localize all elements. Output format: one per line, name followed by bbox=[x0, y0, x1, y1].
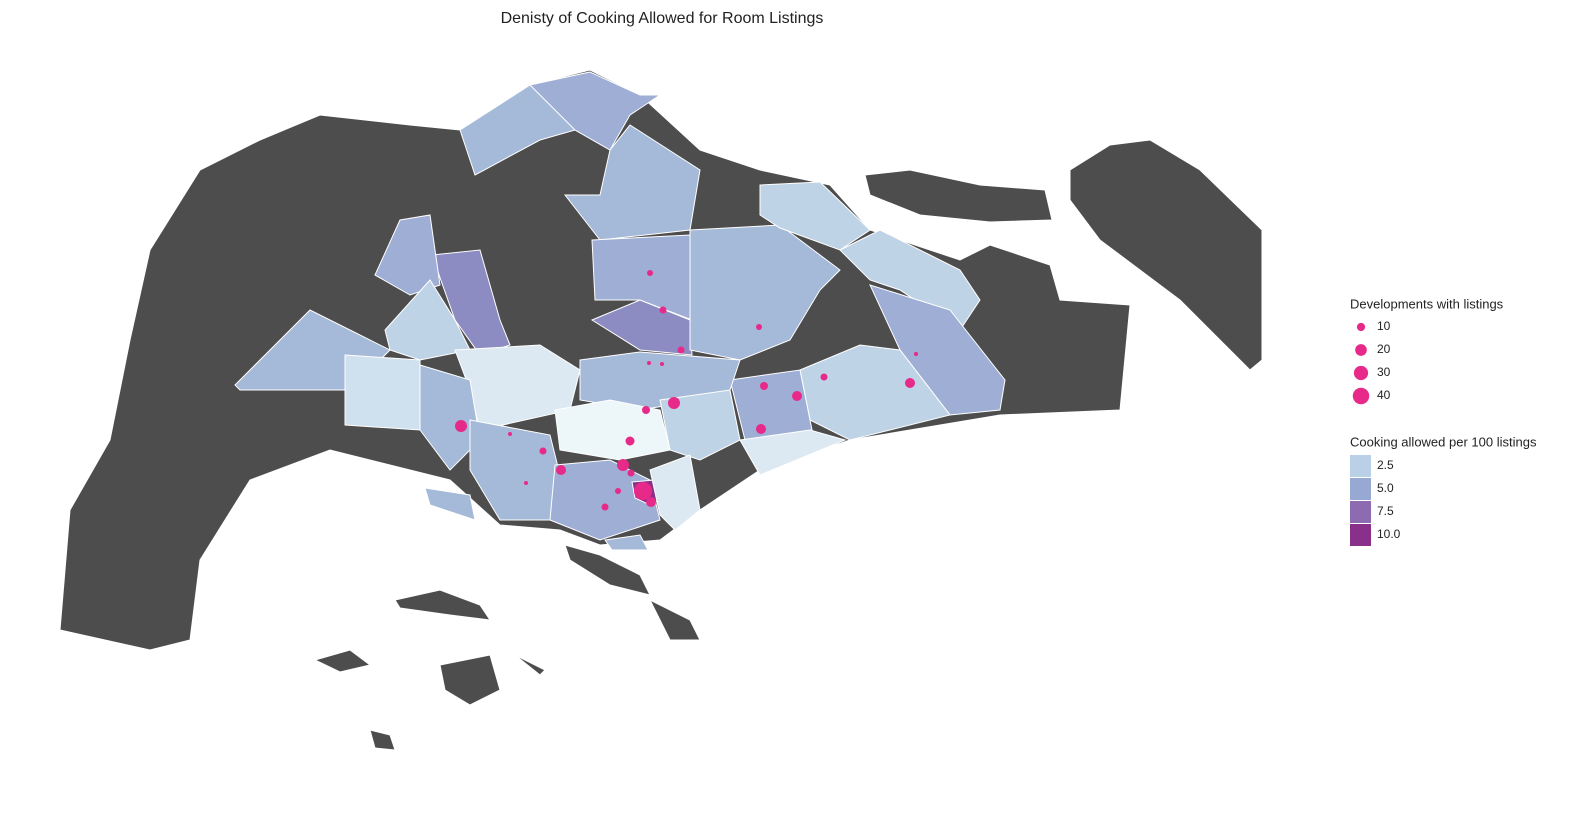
bubble bbox=[914, 352, 918, 356]
bubble bbox=[659, 306, 667, 314]
region bbox=[689, 224, 841, 361]
color-key bbox=[1350, 524, 1371, 546]
island bbox=[1069, 139, 1263, 371]
color-label: 2.5 bbox=[1377, 458, 1394, 472]
region bbox=[554, 399, 671, 461]
bubble bbox=[647, 270, 653, 276]
bubble bbox=[756, 424, 766, 434]
region bbox=[528, 71, 662, 151]
color-key bbox=[1350, 478, 1371, 500]
color-key bbox=[1350, 501, 1371, 523]
region bbox=[739, 429, 847, 476]
bubble bbox=[792, 391, 802, 401]
region bbox=[419, 364, 481, 471]
bubble bbox=[756, 324, 762, 330]
bubble bbox=[668, 397, 680, 409]
color-label: 10.0 bbox=[1377, 527, 1401, 541]
bubble bbox=[627, 469, 635, 477]
bubble bbox=[539, 447, 547, 455]
color-key bbox=[1350, 455, 1371, 477]
bubble bbox=[455, 420, 467, 432]
bubble bbox=[634, 482, 652, 500]
color-legend-title: Cooking allowed per 100 listings bbox=[1350, 434, 1537, 449]
size-key bbox=[1353, 365, 1369, 381]
region bbox=[549, 459, 661, 541]
island bbox=[313, 649, 372, 673]
region bbox=[424, 487, 476, 521]
bubbles bbox=[455, 270, 918, 511]
size-label: 40 bbox=[1377, 388, 1391, 402]
island bbox=[369, 729, 396, 751]
region bbox=[344, 354, 421, 431]
island bbox=[394, 589, 492, 621]
bubble bbox=[642, 406, 650, 414]
size-key bbox=[1355, 344, 1367, 356]
size-label: 20 bbox=[1377, 342, 1391, 356]
bubble bbox=[556, 465, 566, 475]
region bbox=[839, 229, 981, 331]
region bbox=[729, 369, 813, 441]
map bbox=[59, 69, 1263, 751]
island bbox=[514, 654, 546, 676]
bubble bbox=[524, 481, 528, 485]
size-label: 10 bbox=[1377, 319, 1391, 333]
size-key bbox=[1352, 387, 1370, 405]
bubble bbox=[660, 362, 664, 366]
island bbox=[648, 598, 701, 641]
bubble bbox=[615, 488, 621, 494]
bubble bbox=[677, 346, 685, 354]
bubble bbox=[905, 378, 915, 388]
bubble bbox=[601, 503, 609, 511]
bubble bbox=[820, 373, 828, 381]
region bbox=[604, 534, 649, 551]
island bbox=[439, 654, 501, 706]
bubble bbox=[625, 436, 635, 446]
bubble bbox=[647, 361, 651, 365]
size-key bbox=[1356, 322, 1366, 332]
color-label: 7.5 bbox=[1377, 504, 1394, 518]
size-label: 30 bbox=[1377, 365, 1391, 379]
region bbox=[659, 389, 741, 461]
bubble bbox=[646, 497, 656, 507]
region bbox=[649, 454, 701, 531]
island bbox=[564, 544, 651, 596]
bubble bbox=[760, 382, 768, 390]
color-label: 5.0 bbox=[1377, 481, 1394, 495]
map-title: Denisty of Cooking Allowed for Room List… bbox=[501, 10, 824, 27]
island bbox=[864, 169, 1053, 223]
bubble bbox=[508, 432, 512, 436]
bubble bbox=[617, 459, 629, 471]
region bbox=[374, 214, 441, 296]
size-legend-title: Developments with listings bbox=[1350, 296, 1504, 311]
legends: Developments with listings Cooking allow… bbox=[1350, 296, 1537, 546]
